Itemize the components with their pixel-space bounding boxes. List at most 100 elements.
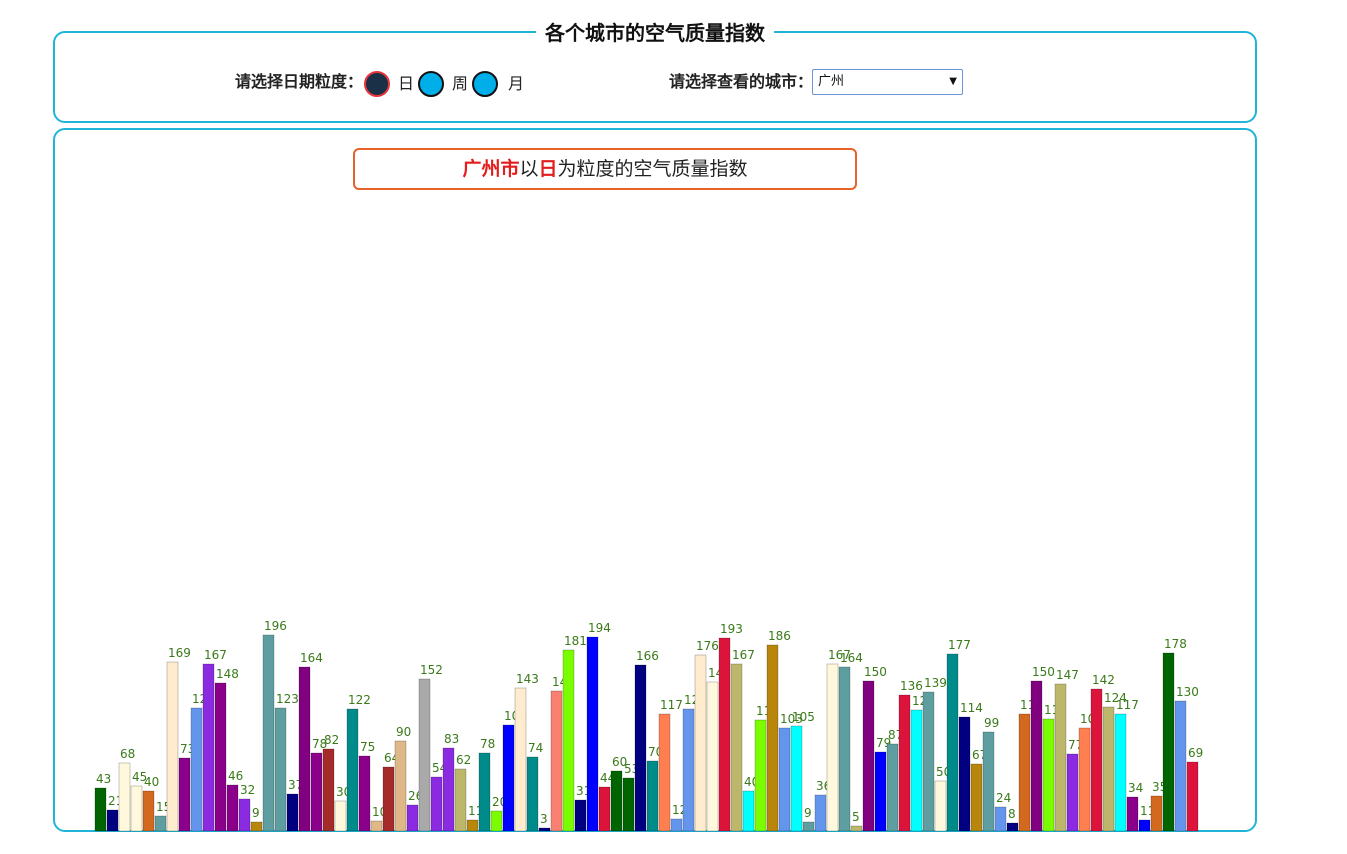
- bar-56: [766, 644, 779, 832]
- radio-month-label: 月: [508, 74, 525, 93]
- bar-24: [382, 766, 395, 832]
- bar-7: [178, 757, 191, 832]
- radio-week[interactable]: [418, 71, 444, 97]
- bar-44: [622, 777, 635, 832]
- bar-30: [454, 768, 467, 832]
- chart-title-mid: 以: [519, 158, 539, 180]
- page-title: 各个城市的空气质量指数: [536, 18, 774, 48]
- bar-2: [118, 762, 131, 832]
- bar-77: [1018, 713, 1031, 832]
- bar-label-90: 130: [1176, 685, 1199, 699]
- bar-15: [274, 707, 287, 832]
- bar-label-78: 150: [1032, 665, 1055, 679]
- bar-label-56: 186: [768, 629, 791, 643]
- bar-label-80: 147: [1056, 668, 1079, 682]
- bar-52: [718, 637, 731, 832]
- bar-70: [934, 780, 947, 832]
- bar-49: [682, 708, 695, 832]
- bar-8: [190, 707, 203, 832]
- bar-62: [838, 666, 851, 832]
- bar-label-85: 117: [1116, 698, 1139, 712]
- bar-74: [982, 731, 995, 832]
- bar-33: [490, 810, 503, 832]
- bar-25: [394, 740, 407, 832]
- bar-label-4: 40: [144, 775, 159, 789]
- bar-58: [790, 725, 803, 832]
- bar-label-19: 82: [324, 733, 339, 747]
- bar-60: [814, 794, 827, 832]
- bar-51: [706, 681, 719, 832]
- chart-title-city: 广州市: [462, 158, 520, 180]
- bar-85: [1114, 713, 1127, 832]
- bar-76: [1006, 822, 1019, 832]
- bar-label-63: 5: [852, 810, 860, 824]
- bar-label-57: 103: [780, 712, 803, 726]
- bar-10: [214, 682, 227, 832]
- bar-79: [1042, 718, 1055, 832]
- bar-26: [406, 804, 419, 832]
- bar-label-74: 99: [984, 716, 999, 730]
- bar-9: [202, 663, 215, 832]
- bar-label-0: 43: [96, 772, 111, 786]
- bar-label-50: 176: [696, 639, 719, 653]
- bar-46: [646, 760, 659, 832]
- bar-39: [562, 649, 575, 832]
- bar-label-58: 105: [792, 710, 815, 724]
- bar-4: [142, 790, 155, 832]
- bar-54: [742, 790, 755, 832]
- bar-37: [538, 827, 551, 832]
- radio-month[interactable]: [472, 71, 498, 97]
- bar-59: [802, 821, 815, 832]
- bar-label-21: 122: [348, 693, 371, 707]
- bar-80: [1054, 683, 1067, 832]
- bar-42: [598, 786, 611, 832]
- bar-87: [1138, 819, 1151, 832]
- bar-label-64: 150: [864, 665, 887, 679]
- bar-label-17: 164: [300, 651, 323, 665]
- bar-label-61: 167: [828, 648, 851, 662]
- bar-label-52: 193: [720, 622, 743, 636]
- bar-81: [1066, 753, 1079, 832]
- bar-57: [778, 727, 791, 832]
- radio-week-label: 周: [452, 74, 469, 93]
- bar-16: [286, 793, 299, 832]
- chart-title: 广州市以日为粒度的空气质量指数: [353, 148, 857, 190]
- bar-48: [670, 818, 683, 832]
- bar-69: [922, 691, 935, 832]
- bar-label-2: 68: [120, 747, 135, 761]
- bar-65: [874, 751, 887, 832]
- bar-label-22: 75: [360, 740, 375, 754]
- bar-64: [862, 680, 875, 832]
- bar-86: [1126, 796, 1139, 832]
- bar-label-29: 83: [444, 732, 459, 746]
- bar-17: [298, 666, 311, 832]
- city-label: 请选择查看的城市：: [669, 72, 814, 91]
- bar-14: [262, 634, 275, 832]
- bar-label-30: 62: [456, 753, 471, 767]
- bar-50: [694, 654, 707, 832]
- bar-label-91: 69: [1188, 746, 1203, 760]
- bar-32: [478, 752, 491, 832]
- bar-36: [526, 756, 539, 832]
- bar-90: [1174, 700, 1187, 832]
- radio-day[interactable]: [364, 71, 390, 97]
- bar-11: [226, 784, 239, 832]
- bar-45: [634, 664, 647, 832]
- bar-20: [334, 800, 347, 832]
- bar-43: [610, 770, 623, 832]
- bar-label-86: 34: [1128, 781, 1143, 795]
- bar-75: [994, 806, 1007, 832]
- bar-82: [1078, 727, 1091, 832]
- bar-72: [958, 716, 971, 832]
- bar-41: [586, 636, 599, 832]
- granularity-label: 请选择日期粒度：: [235, 72, 364, 91]
- bar-0: [94, 787, 107, 832]
- bar-label-62: 164: [840, 651, 863, 665]
- bar-label-3: 45: [132, 770, 147, 784]
- bar-label-13: 9: [252, 806, 260, 820]
- bar-label-84: 124: [1104, 691, 1127, 705]
- city-select[interactable]: 广州 ▼: [812, 69, 963, 95]
- bar-label-32: 78: [480, 737, 495, 751]
- bar-label-14: 196: [264, 619, 287, 633]
